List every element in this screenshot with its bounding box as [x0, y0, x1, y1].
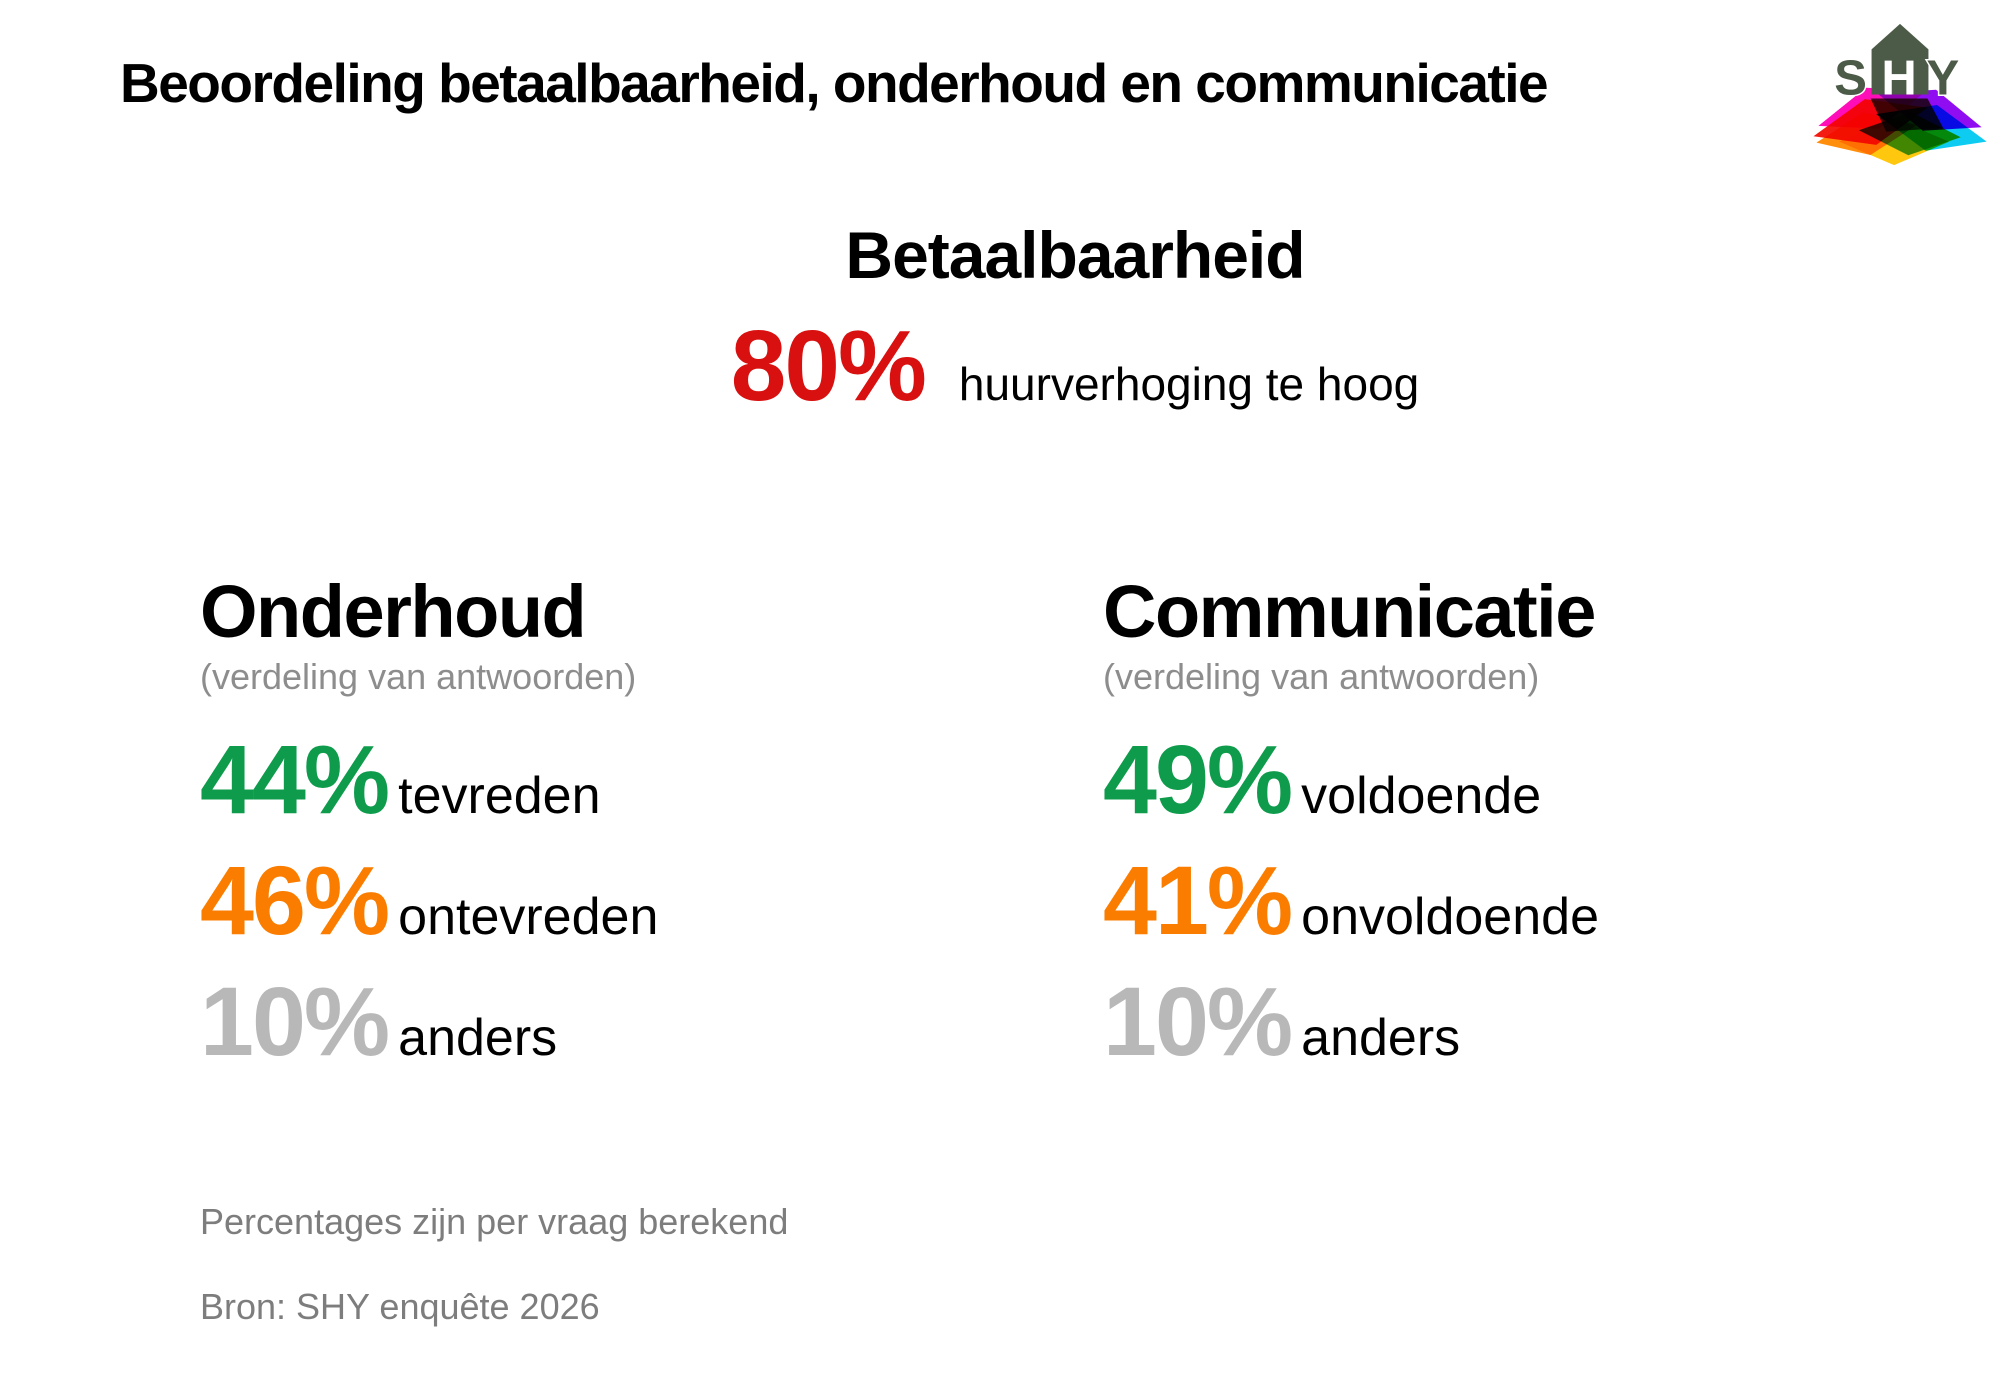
betaalbaarheid-label: huurverhoging te hoog: [958, 358, 1420, 410]
stat-value: 49%: [1103, 724, 1293, 834]
stat-label: anders: [398, 1008, 558, 1067]
stat-row: 49% voldoende: [1103, 731, 1863, 828]
stat-row: 44% tevreden: [200, 731, 960, 828]
communicatie-stats: 49% voldoende 41% onvoldoende 10% anders: [1103, 731, 1863, 1070]
stat-row: 10% anders: [1103, 973, 1863, 1070]
stat-row: 10% anders: [200, 973, 960, 1070]
section-communicatie: Communicatie (verdeling van antwoorden) …: [1103, 575, 1863, 1070]
stat-label: voldoende: [1301, 766, 1542, 825]
onderhoud-stats: 44% tevreden 46% ontevreden 10% anders: [200, 731, 960, 1070]
shy-logo: S H Y: [1806, 20, 1994, 172]
logo-house-icon: [1871, 23, 1929, 95]
betaalbaarheid-stat-row: 80% huurverhoging te hoog: [575, 316, 1575, 416]
stat-value: 41%: [1103, 845, 1293, 955]
stat-label: anders: [1301, 1008, 1461, 1067]
betaalbaarheid-heading: Betaalbaarheid: [845, 218, 1305, 292]
logo-letter-s: S: [1834, 52, 1867, 106]
logo-letter-h: H: [1881, 52, 1916, 106]
logo-diamond-fan: [1813, 87, 1987, 166]
stat-value: 10%: [200, 966, 390, 1076]
section-betaalbaarheid: Betaalbaarheid 80% huurverhoging te hoog: [575, 222, 1575, 416]
page-title: Beoordeling betaalbaarheid, onderhoud en…: [120, 52, 1549, 114]
logo-house-shadow: [1870, 98, 1944, 132]
onderhoud-subtitle: (verdeling van antwoorden): [200, 656, 637, 697]
stat-row: 41% onvoldoende: [1103, 852, 1863, 949]
stat-label: onvoldoende: [1301, 887, 1599, 946]
stat-value: 10%: [1103, 966, 1293, 1076]
footnote-source: Bron: SHY enquête 2026: [200, 1286, 600, 1327]
betaalbaarheid-value: 80%: [730, 310, 927, 422]
shy-logo-graphic: S H Y: [1813, 23, 1987, 166]
communicatie-heading: Communicatie: [1103, 570, 1596, 653]
onderhoud-heading: Onderhoud: [200, 570, 587, 653]
logo-letter-y: Y: [1926, 52, 1959, 106]
stat-row: 46% ontevreden: [200, 852, 960, 949]
footnote-method: Percentages zijn per vraag berekend: [200, 1201, 789, 1242]
stat-label: tevreden: [398, 766, 601, 825]
stat-value: 44%: [200, 724, 390, 834]
section-onderhoud: Onderhoud (verdeling van antwoorden) 44%…: [200, 575, 960, 1070]
stat-label: ontevreden: [398, 887, 659, 946]
footnote: Percentages zijn per vraag berekend Bron…: [200, 1204, 788, 1325]
communicatie-subtitle: (verdeling van antwoorden): [1103, 656, 1540, 697]
stat-value: 46%: [200, 845, 390, 955]
